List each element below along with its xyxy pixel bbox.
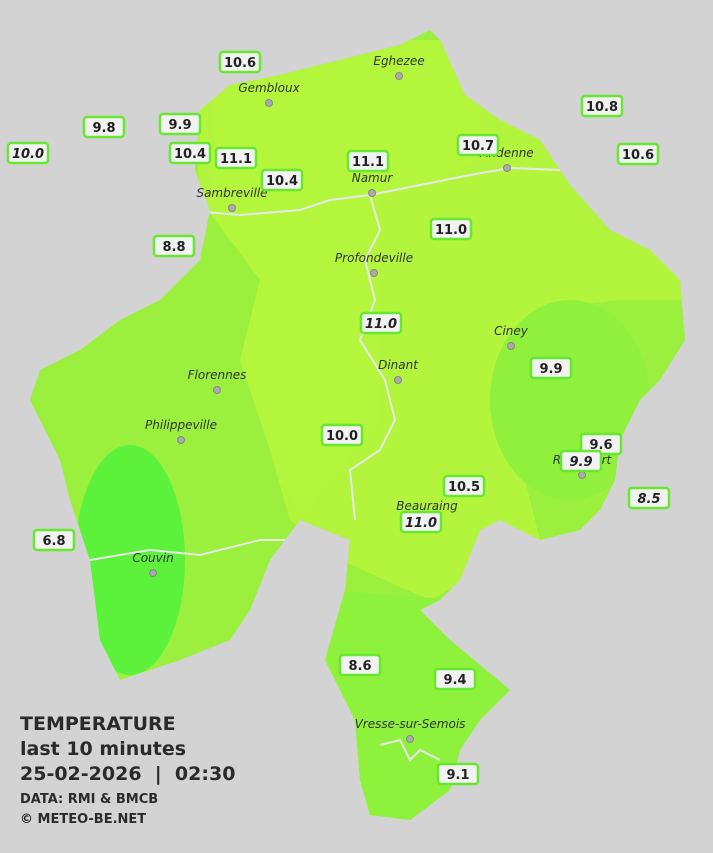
city-dot (265, 99, 273, 107)
legend: TEMPERATURE last 10 minutes 25-02-2026 |… (20, 713, 235, 827)
station-value: 10.6 (622, 148, 654, 163)
city-label: Vresse-sur-Semois (355, 717, 466, 731)
city-dot (368, 189, 376, 197)
station-value: 11.0 (435, 223, 467, 238)
station-box (429, 217, 473, 241)
city-label: Eghezee (373, 54, 424, 68)
city-dot (578, 471, 586, 479)
station-value: 10.0 (326, 429, 358, 444)
legend-credit: © METEO-BE.NET (20, 812, 146, 827)
station-box (152, 234, 196, 258)
station-value: 11.1 (352, 155, 384, 170)
station-box (616, 142, 660, 166)
station-value: 9.6 (589, 438, 612, 453)
station-value: 6.8 (42, 534, 65, 549)
station-value: 8.5 (637, 492, 660, 507)
station-value: 10.7 (462, 139, 494, 154)
station-box (627, 486, 671, 510)
station-value: 10.0 (12, 147, 44, 162)
station-value: 10.4 (266, 174, 298, 189)
station-value: 10.5 (448, 480, 480, 495)
city-label: Profondeville (335, 251, 413, 265)
station-box (559, 449, 603, 473)
station-box (456, 133, 500, 157)
station-box (399, 510, 443, 534)
station-box (32, 528, 76, 552)
station-box (168, 141, 212, 165)
station-box (436, 762, 480, 786)
station-box (82, 115, 126, 139)
city-label: Florennes (188, 368, 247, 382)
legend-title: TEMPERATURE (20, 713, 176, 735)
city-dot (507, 342, 515, 350)
station-value: 10.6 (224, 56, 256, 71)
legend-source: DATA: RMI & BMCB (20, 792, 158, 807)
city-label: Dinant (378, 358, 419, 372)
station-box (158, 112, 202, 136)
station-value: 9.9 (569, 455, 592, 470)
city-dot (213, 386, 221, 394)
station-box (320, 423, 364, 447)
city-dot (228, 204, 236, 212)
station-box (260, 168, 304, 192)
station-box (529, 356, 573, 380)
city-label: Couvin (132, 551, 173, 565)
station-value: 10.4 (174, 147, 206, 162)
station-value: 10.8 (586, 100, 618, 115)
city-dot (394, 376, 402, 384)
station-value: 8.8 (162, 240, 185, 255)
city-label: Namur (352, 171, 394, 185)
city-label: Sambreville (196, 186, 267, 200)
station-box (218, 50, 262, 74)
city-dot (370, 269, 378, 277)
station-value: 9.1 (446, 768, 469, 783)
station-box (442, 474, 486, 498)
station-value: 9.9 (539, 362, 562, 377)
city-dot (395, 72, 403, 80)
station-box (433, 667, 477, 691)
station-box (338, 653, 382, 677)
station-box (346, 149, 390, 173)
city-dot (503, 164, 511, 172)
city-dot (177, 436, 185, 444)
city-label: Philippeville (145, 418, 217, 432)
city-dot (406, 735, 414, 743)
station-value: 11.0 (405, 516, 437, 531)
city-label: Gembloux (238, 81, 300, 95)
station-value: 11.0 (365, 317, 397, 332)
station-value: 9.8 (92, 121, 115, 136)
station-box (580, 94, 624, 118)
station-value: 9.4 (443, 673, 466, 688)
station-box (6, 141, 50, 165)
stations: 10.6 9.8 9.9 10.0 10.4 11.1 10.4 11.1 10.7 10.8 10… (6, 50, 671, 786)
station-box (214, 146, 258, 170)
station-value: 9.9 (168, 118, 191, 133)
station-box (359, 311, 403, 335)
city-dot (149, 569, 157, 577)
city-label: Ciney (494, 324, 529, 338)
legend-datetime: 25-02-2026 | 02:30 (20, 763, 235, 785)
station-value: 11.1 (220, 152, 252, 167)
legend-period: last 10 minutes (20, 738, 186, 760)
city-label: Beauraing (396, 499, 458, 513)
station-value: 8.6 (348, 659, 371, 674)
